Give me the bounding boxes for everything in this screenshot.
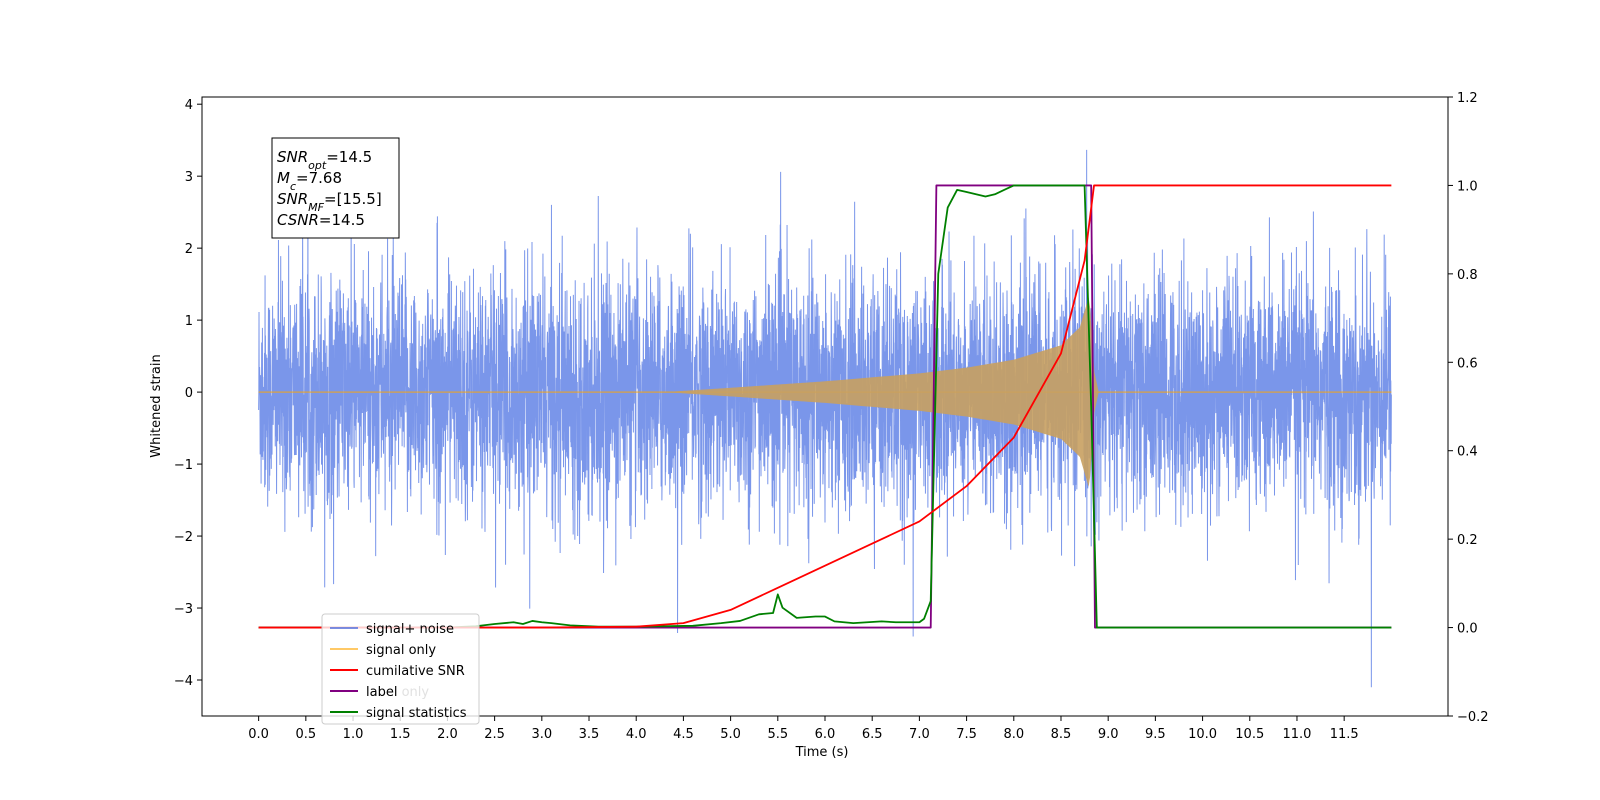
y-left-tick-label: 0 (185, 386, 193, 401)
y-left-tick-label: 4 (185, 98, 193, 113)
x-tick-label: 10.5 (1235, 727, 1264, 742)
y-right-tick-label: −0.2 (1457, 710, 1489, 725)
annotation-line: Mc=7.68 (277, 169, 342, 193)
x-tick-label: 2.5 (484, 727, 505, 742)
annotation-line: SNRMF=[15.5] (277, 190, 382, 214)
x-tick-label: 3.5 (579, 727, 600, 742)
x-tick-label: 6.0 (815, 727, 836, 742)
y-left-tick-label: −3 (174, 602, 193, 617)
x-tick-label: 9.5 (1145, 727, 1166, 742)
x-tick-label: 4.0 (626, 727, 647, 742)
x-axis-label: Time (s) (795, 745, 849, 760)
y-right-tick-label: 0.6 (1457, 356, 1478, 371)
x-tick-label: 10.0 (1188, 727, 1217, 742)
x-tick-label: 11.5 (1330, 727, 1359, 742)
y-left-tick-label: 3 (185, 170, 193, 185)
legend: label only signal+ noise signal only cumila… (321, 613, 480, 725)
x-tick-label: 7.0 (909, 727, 930, 742)
x-tick-label: 1.5 (390, 727, 411, 742)
x-tick-label: 3.0 (531, 727, 552, 742)
y-right-tick-label: 0.4 (1457, 445, 1478, 460)
x-tick-label: 0.0 (248, 727, 269, 742)
series-signal-statistics-line (258, 184, 1392, 629)
legend-entry-label: signal only (366, 643, 436, 658)
legend-entry-label: label (366, 685, 397, 700)
legend-entry-label: cumilative SNR (366, 664, 465, 679)
y-left-tick-label: −4 (174, 674, 193, 689)
legend-entry-label: signal statistics (366, 706, 467, 721)
x-tick-label: 1.0 (343, 727, 364, 742)
y-left-tick-label: 2 (185, 242, 193, 257)
series-signal-only-chirp (664, 297, 1099, 487)
x-tick-label: 5.5 (767, 727, 788, 742)
y-right-tick-label: 1.0 (1457, 179, 1478, 194)
x-tick-label: 4.5 (673, 727, 694, 742)
series-signal-noise-line (258, 149, 1392, 688)
x-tick-label: 8.0 (1003, 727, 1024, 742)
x-tick-label: 6.5 (862, 727, 883, 742)
x-tick-label: 11.0 (1282, 727, 1311, 742)
y-right-tick-label: 0.0 (1457, 622, 1478, 637)
x-tick-label: 8.5 (1051, 727, 1072, 742)
y-left-tick-label: −1 (174, 458, 193, 473)
y-right-tick-label: 0.2 (1457, 533, 1478, 548)
y-left-tick-label: −2 (174, 530, 193, 545)
legend-hidden-text: label only (366, 685, 429, 700)
y-right-tick-label: 1.2 (1457, 91, 1478, 106)
annotation-line: SNRopt=14.5 (277, 148, 372, 172)
y-right-tick-label: 0.8 (1457, 268, 1478, 283)
x-tick-label: 0.5 (295, 727, 316, 742)
x-tick-label: 5.0 (720, 727, 741, 742)
annotation-box-frame (271, 137, 400, 239)
annotation-line: CSNR=14.5 (277, 211, 365, 229)
x-tick-label: 2.0 (437, 727, 458, 742)
series-cumulative-snr-line (258, 184, 1392, 629)
x-tick-label: 9.0 (1098, 727, 1119, 742)
legend-entry-label: signal+ noise (366, 622, 454, 637)
y-axis-label: Whitened strain (149, 354, 164, 457)
legend-frame (321, 613, 480, 725)
y-left-tick-label: 1 (185, 314, 193, 329)
x-tick-label: 7.5 (956, 727, 977, 742)
